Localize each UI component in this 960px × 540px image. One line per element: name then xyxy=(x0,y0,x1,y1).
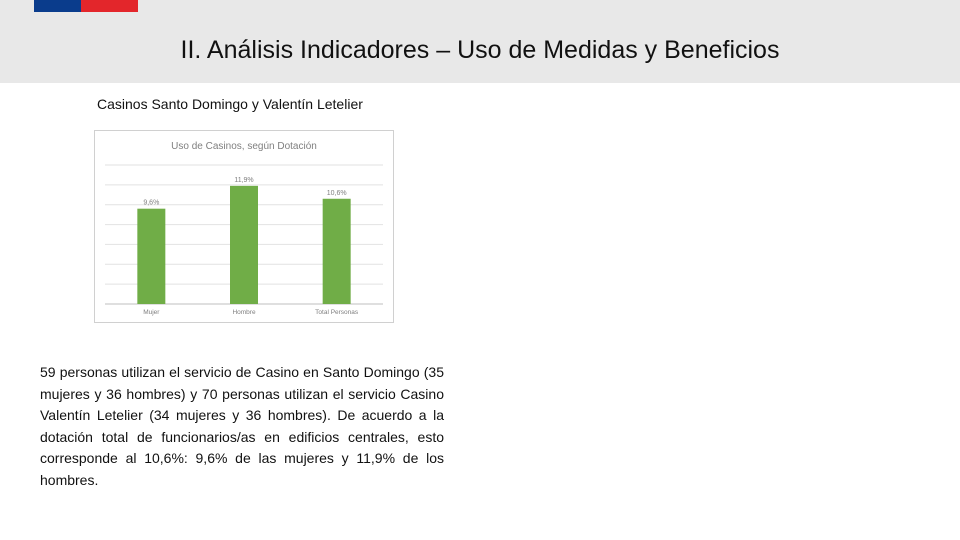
data-label: 9,6% xyxy=(143,200,159,207)
category-label: Total Personas xyxy=(315,309,359,316)
body-paragraph: 59 personas utilizan el servicio de Casi… xyxy=(40,364,444,488)
flag-blue-stripe xyxy=(34,0,81,12)
chart-section-subtitle: Casinos Santo Domingo y Valentín Letelie… xyxy=(97,96,363,112)
data-label: 10,6% xyxy=(327,190,347,197)
bar-chart: Uso de Casinos, según Dotación 9,6% 11,9%… xyxy=(94,130,394,323)
bar-total-personas xyxy=(322,198,351,304)
header-band: II. Análisis Indicadores – Uso de Medida… xyxy=(0,0,960,83)
bar-hombre xyxy=(230,185,258,304)
data-label: 11,9% xyxy=(234,177,253,184)
category-label: Hombre xyxy=(232,309,256,316)
category-label: Mujer xyxy=(143,309,160,316)
flag-red-stripe xyxy=(81,0,138,12)
bar-mujer xyxy=(137,208,166,304)
slide-title: II. Análisis Indicadores – Uso de Medida… xyxy=(180,36,780,64)
bar-chart-svg: Uso de Casinos, según Dotación 9,6% 11,9%… xyxy=(105,141,383,316)
chart-title: Uso de Casinos, según Dotación xyxy=(171,141,317,152)
